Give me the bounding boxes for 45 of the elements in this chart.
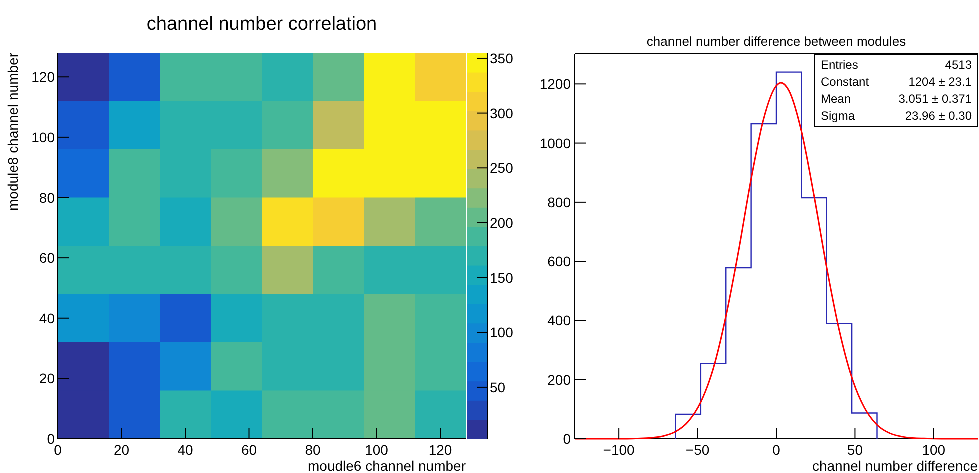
y-tick-label: 120 bbox=[32, 69, 56, 86]
x-axis-title: moudle6 channel number bbox=[308, 458, 466, 473]
chart-title: channel number correlation bbox=[146, 14, 378, 35]
x-tick-label: 40 bbox=[178, 442, 194, 458]
y-tick-label: 800 bbox=[548, 194, 572, 210]
annotation: Sigma bbox=[821, 109, 856, 123]
y-tick-label: 60 bbox=[39, 250, 56, 266]
x-tick-label: 100 bbox=[922, 442, 946, 458]
y-tick-label: 0 bbox=[563, 431, 572, 447]
x-tick-label: 0 bbox=[772, 442, 781, 458]
y-tick-label: 20 bbox=[39, 370, 56, 387]
x-tick-label: 120 bbox=[428, 442, 452, 458]
annotation: 4513 bbox=[945, 58, 972, 72]
y-tick-label: 40 bbox=[39, 310, 56, 326]
annotation: 23.96 ± 0.30 bbox=[905, 109, 972, 123]
chart-title: channel number difference between modules bbox=[646, 34, 907, 49]
color-bar-label: 250 bbox=[490, 160, 514, 176]
x-tick-label: −50 bbox=[686, 442, 710, 458]
y-tick-label: 1200 bbox=[540, 76, 572, 92]
y-tick-label: 100 bbox=[32, 129, 56, 146]
y-tick-label: 600 bbox=[548, 254, 572, 270]
x-tick-label: −100 bbox=[603, 442, 636, 458]
color-bar-label: 50 bbox=[490, 379, 506, 396]
x-tick-label: 50 bbox=[847, 442, 864, 458]
x-tick-label: 20 bbox=[114, 442, 130, 458]
y-tick-label: 0 bbox=[47, 431, 56, 447]
annotation: Constant bbox=[821, 75, 870, 89]
y-tick-label: 80 bbox=[39, 190, 56, 206]
annotation: Mean bbox=[821, 92, 852, 106]
annotation: 1204 ± 23.1 bbox=[908, 75, 972, 89]
y-tick-label: 200 bbox=[548, 372, 572, 388]
y-tick-label: 400 bbox=[548, 312, 572, 329]
color-bar-label: 100 bbox=[490, 324, 514, 341]
x-tick-label: 60 bbox=[241, 442, 258, 458]
color-bar-label: 350 bbox=[490, 50, 514, 66]
y-tick-label: 1000 bbox=[540, 135, 572, 152]
annotation: Entries bbox=[821, 58, 858, 72]
x-tick-label: 80 bbox=[305, 442, 321, 458]
x-axis-title: channel number difference bbox=[812, 458, 978, 473]
y-axis-title: module8 channel number bbox=[5, 52, 21, 211]
annotation: 3.051 ± 0.371 bbox=[898, 92, 972, 106]
x-tick-label: 100 bbox=[365, 442, 389, 458]
color-bar-label: 150 bbox=[490, 270, 514, 286]
color-bar-label: 200 bbox=[490, 214, 514, 231]
color-bar-label: 300 bbox=[490, 105, 514, 122]
